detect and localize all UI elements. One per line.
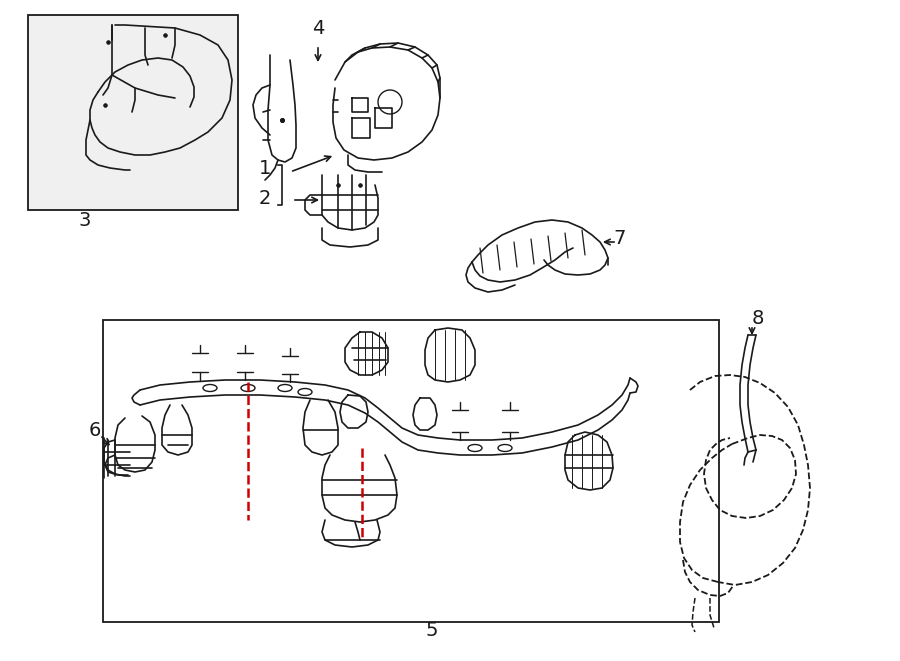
Text: 1: 1 — [259, 159, 271, 178]
Text: 4: 4 — [311, 19, 324, 38]
Text: 6: 6 — [89, 420, 101, 440]
Bar — [103, 320, 719, 622]
Text: 2: 2 — [259, 188, 271, 208]
Bar — [28, 15, 238, 210]
Text: 8: 8 — [752, 309, 764, 327]
Text: 5: 5 — [426, 621, 438, 639]
Bar — [28, 15, 238, 210]
Text: 3: 3 — [79, 210, 91, 229]
Text: 7: 7 — [614, 229, 626, 247]
